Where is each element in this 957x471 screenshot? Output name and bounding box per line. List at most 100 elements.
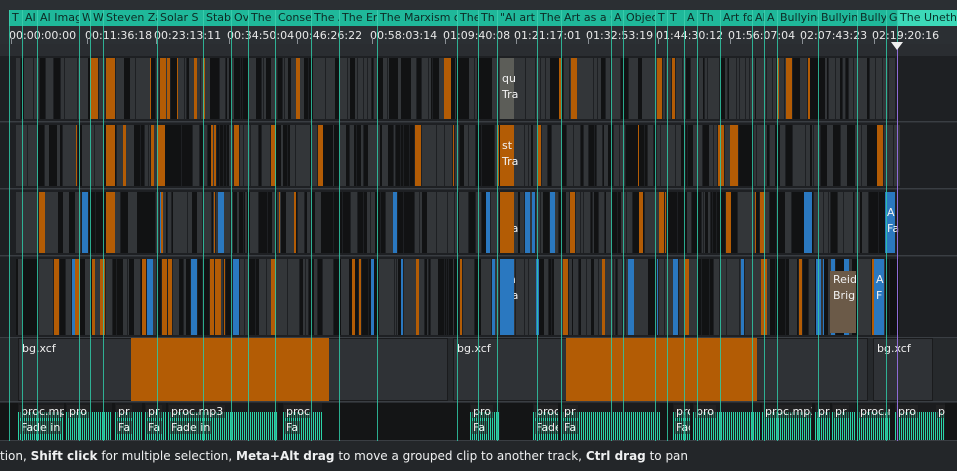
video-clip[interactable]: [401, 58, 404, 119]
video-clip[interactable]: [720, 259, 726, 335]
video-clip[interactable]: [823, 259, 824, 335]
video-clip[interactable]: [623, 58, 628, 119]
video-clip[interactable]: [383, 58, 384, 119]
video-clip[interactable]: [718, 125, 724, 186]
video-clip[interactable]: [425, 125, 427, 186]
video-clip[interactable]: [566, 192, 568, 253]
video-clip[interactable]: [182, 125, 188, 186]
video-clip[interactable]: [657, 259, 658, 335]
video-clip[interactable]: [806, 125, 810, 186]
video-clip[interactable]: [77, 192, 78, 253]
video-clip[interactable]: [179, 259, 183, 335]
video-clip[interactable]: [561, 58, 563, 119]
guide-marker[interactable]: Art as a C: [561, 10, 611, 26]
video-clip[interactable]: [513, 125, 518, 186]
video-clip[interactable]: [57, 192, 58, 253]
video-clip[interactable]: [657, 125, 660, 186]
video-clip[interactable]: [57, 125, 60, 186]
video-clip[interactable]: [346, 125, 349, 186]
video-clip[interactable]: [368, 58, 371, 119]
video-clip[interactable]: [623, 259, 625, 335]
video-clip[interactable]: [35, 125, 38, 186]
video-clip[interactable]: [130, 58, 135, 119]
video-clip[interactable]: [272, 259, 276, 335]
video-clip[interactable]: [429, 58, 431, 119]
video-clip[interactable]: [229, 58, 232, 119]
video-clip[interactable]: [355, 58, 357, 119]
guide-marker[interactable]: Bullying: [777, 10, 818, 26]
video-clip[interactable]: [518, 125, 519, 186]
video-clip[interactable]: [22, 125, 26, 186]
orange-clip[interactable]: [131, 338, 329, 401]
video-clip[interactable]: [432, 125, 436, 186]
video-clip[interactable]: [757, 125, 762, 186]
video-clip[interactable]: [276, 259, 280, 335]
video-clip[interactable]: [828, 259, 831, 335]
video-clip[interactable]: [836, 58, 840, 119]
video-clip[interactable]: [838, 192, 843, 253]
video-clip[interactable]: [831, 125, 833, 186]
video-clip[interactable]: [844, 192, 848, 253]
video-clip[interactable]: [208, 125, 211, 186]
video-clip[interactable]: [398, 58, 400, 119]
playhead-marker[interactable]: [891, 42, 903, 50]
video-clip[interactable]: [154, 125, 157, 186]
video-clip[interactable]: [883, 58, 888, 119]
video-clip[interactable]: [692, 259, 694, 335]
video-clip[interactable]: [241, 58, 242, 119]
video-clip[interactable]: [530, 192, 532, 253]
video-clip[interactable]: [400, 58, 401, 119]
video-clip[interactable]: [868, 259, 871, 335]
video-clip[interactable]: [455, 58, 456, 119]
video-clip[interactable]: [659, 259, 664, 335]
video-clip[interactable]: [186, 259, 190, 335]
video-clip[interactable]: [378, 125, 380, 186]
video-clip[interactable]: [611, 58, 614, 119]
video-clip[interactable]: [554, 259, 555, 335]
video-clip[interactable]: [691, 58, 696, 119]
video-clip[interactable]: [714, 259, 719, 335]
video-clip[interactable]: [394, 58, 398, 119]
guide-marker[interactable]: Stab: [203, 10, 231, 26]
video-clip[interactable]: [312, 125, 317, 186]
video-clip[interactable]: [672, 125, 675, 186]
video-clip[interactable]: [800, 192, 802, 253]
video-clip[interactable]: [648, 259, 649, 335]
guide-marker[interactable]: Art fo: [720, 10, 752, 26]
video-clip[interactable]: [711, 192, 712, 253]
video-clip[interactable]: [736, 259, 738, 335]
video-clip[interactable]: [811, 192, 813, 253]
video-clip[interactable]: [410, 259, 416, 335]
video-clip[interactable]: [224, 259, 225, 335]
video-clip[interactable]: [725, 125, 730, 186]
video-clip[interactable]: [835, 192, 837, 253]
video-clip[interactable]: [498, 125, 499, 186]
video-clip[interactable]: [862, 125, 867, 186]
video-clip[interactable]: [192, 192, 197, 253]
video-clip[interactable]: [752, 192, 755, 253]
video-clip[interactable]: [833, 125, 836, 186]
video-clip[interactable]: [168, 192, 171, 253]
video-clip[interactable]: [296, 58, 300, 119]
video-clip[interactable]: [364, 125, 368, 186]
video-clip[interactable]: [65, 58, 70, 119]
video-clip[interactable]: [214, 58, 219, 119]
video-clip[interactable]: [755, 58, 756, 119]
video-clip[interactable]: [262, 58, 263, 119]
video-clip[interactable]: [444, 58, 451, 119]
video-clip[interactable]: [170, 125, 176, 186]
video-clip[interactable]: [584, 125, 586, 186]
video-clip[interactable]: [146, 125, 148, 186]
video-clip[interactable]: [340, 125, 344, 186]
video-clip[interactable]: [525, 259, 528, 335]
video-clip[interactable]: [572, 259, 573, 335]
video-clip[interactable]: [689, 259, 692, 335]
video-clip[interactable]: [760, 192, 765, 253]
video-clip[interactable]: [786, 259, 789, 335]
video-clip[interactable]: [259, 259, 261, 335]
guide-marker[interactable]: Steven Za: [103, 10, 157, 26]
video-clip[interactable]: [492, 259, 495, 335]
video-clip[interactable]: [465, 192, 468, 253]
video-clip[interactable]: [212, 192, 213, 253]
video-clip[interactable]: [639, 125, 644, 186]
